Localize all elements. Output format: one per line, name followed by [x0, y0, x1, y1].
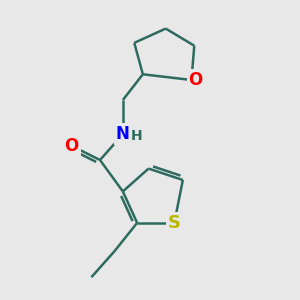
Text: S: S: [168, 214, 181, 232]
Text: O: O: [64, 137, 79, 155]
Text: N: N: [116, 125, 130, 143]
Text: H: H: [131, 129, 142, 143]
Text: O: O: [189, 71, 203, 89]
